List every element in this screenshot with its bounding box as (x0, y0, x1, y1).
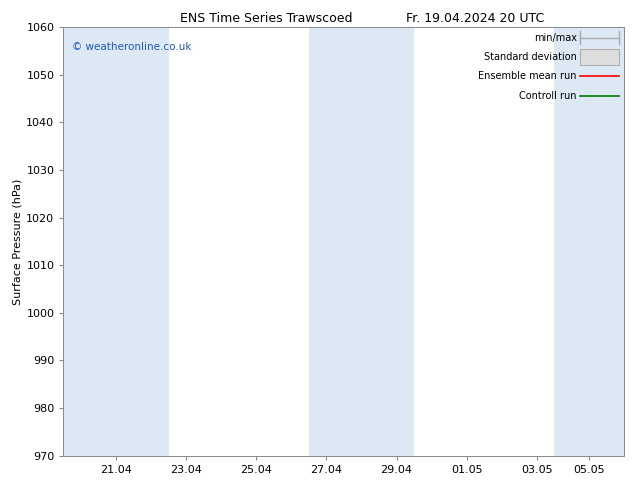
Text: ENS Time Series Trawscoed: ENS Time Series Trawscoed (180, 12, 353, 25)
Bar (554, 27, 624, 456)
Text: © weatheronline.co.uk: © weatheronline.co.uk (72, 42, 191, 52)
Text: Fr. 19.04.2024 20 UTC: Fr. 19.04.2024 20 UTC (406, 12, 545, 25)
Text: Ensemble mean run: Ensemble mean run (478, 71, 577, 81)
Y-axis label: Surface Pressure (hPa): Surface Pressure (hPa) (12, 178, 22, 304)
Bar (309, 27, 414, 456)
Bar (63, 27, 169, 456)
Text: Controll run: Controll run (519, 91, 577, 100)
Text: Standard deviation: Standard deviation (484, 52, 577, 62)
FancyBboxPatch shape (579, 49, 619, 65)
Text: min/max: min/max (534, 33, 577, 43)
